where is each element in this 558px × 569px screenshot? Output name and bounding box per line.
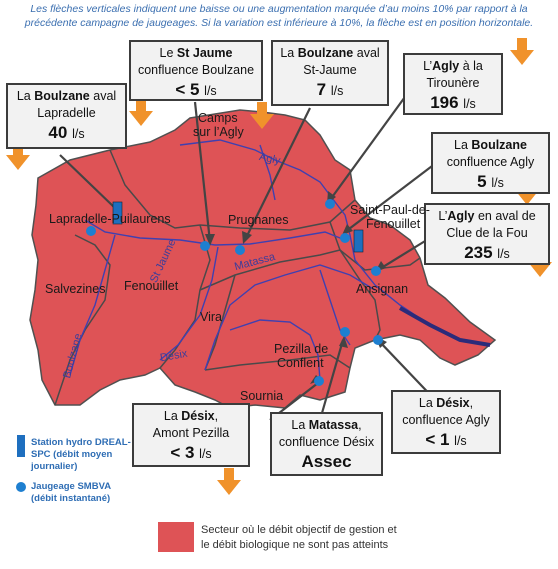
station-box-boulzane-stjaume: La Boulzane aval St-Jaume 7 l/s xyxy=(271,40,389,106)
trend-arrow-stjaume xyxy=(129,99,153,126)
trend-arrow-desix-amont xyxy=(217,468,241,495)
legend-gauge: Jaugeage SMBVA (débit instantané) xyxy=(31,481,111,505)
legend-sector: Secteur où le débit objectif de gestion … xyxy=(201,523,397,553)
legend-sector-line2: le débit biologique ne sont pas atteints xyxy=(201,539,389,551)
legend-sector-symbol xyxy=(158,522,194,552)
station-box-desix-amont: La Désix, Amont Pezilla < 3 l/s xyxy=(132,403,250,467)
station-box-boulzane-agly: La Boulzane confluence Agly 5 l/s xyxy=(431,132,550,194)
place-ansignan: Ansignan xyxy=(356,282,409,296)
legend-gauge-symbol xyxy=(16,482,26,492)
legend-hydro-line2: SPC (débit moyen xyxy=(31,449,113,460)
legend-hydro-line1: Station hydro DREAL- xyxy=(31,437,131,448)
hydro-station-lapradelle xyxy=(112,201,123,225)
trend-arrow-boulzane-stjaume xyxy=(250,102,274,129)
station-box-agly-clue: L’Agly en aval de Clue de la Fou 235 l/s xyxy=(424,203,550,265)
trend-arrow-tirounere xyxy=(510,38,534,65)
place-stpaul-line2: Fenouillet xyxy=(366,217,421,231)
station-box-stjaume: Le St Jaume confluence Boulzane < 5 l/s xyxy=(129,40,263,101)
place-lapradelle: Lapradelle-Puilaurens xyxy=(49,212,171,226)
pointer-lines xyxy=(59,89,441,421)
place-prugnanes: Prugnanes xyxy=(228,213,289,227)
map-note-line1: Les flèches verticales indiquent une bai… xyxy=(30,3,528,15)
place-sournia: Sournia xyxy=(240,389,284,403)
place-salvezines: Salvezines xyxy=(45,282,106,296)
legend-sector-line1: Secteur où le débit objectif de gestion … xyxy=(201,524,397,536)
station-box-desix-agly: La Désix, confluence Agly < 1 l/s xyxy=(391,390,501,454)
gauging-points xyxy=(86,199,383,386)
hydro-station-stpaul xyxy=(353,229,364,253)
legend-hydro: Station hydro DREAL- SPC (débit moyen jo… xyxy=(31,437,131,473)
trend-arrows xyxy=(6,38,552,495)
place-pezilla: Pezilla de xyxy=(274,342,329,356)
place-camps: Camps xyxy=(198,111,238,125)
legend-gauge-line2: (débit instantané) xyxy=(31,493,111,504)
trend-arrow-lapradelle xyxy=(6,143,30,170)
map-note-line2: précédente campagne de jaugeages. Si la … xyxy=(24,17,534,29)
station-box-agly-tirounere: L’Agly à la Tirounère 196 l/s xyxy=(403,53,503,115)
legend-hydro-symbol xyxy=(17,435,25,457)
station-box-boulzane-lapradelle: La Boulzane aval Lapradelle 40 l/s xyxy=(6,83,127,149)
legend-hydro-line3: journalier) xyxy=(31,461,78,472)
map-note: Les flèches verticales indiquent une bai… xyxy=(0,2,558,30)
place-stpaul: Saint-Paul-de- xyxy=(350,203,430,217)
place-vira: Vira xyxy=(200,310,223,324)
place-fenouillet: Fenouillet xyxy=(124,279,179,293)
agly-downstream xyxy=(399,306,491,347)
legend-gauge-line1: Jaugeage SMBVA xyxy=(31,481,112,492)
place-pezilla-line2: Conflent xyxy=(277,356,324,370)
station-box-matassa: La Matassa, confluence Désix Assec xyxy=(270,412,383,476)
place-camps-line2: sur l’Agly xyxy=(193,125,244,139)
